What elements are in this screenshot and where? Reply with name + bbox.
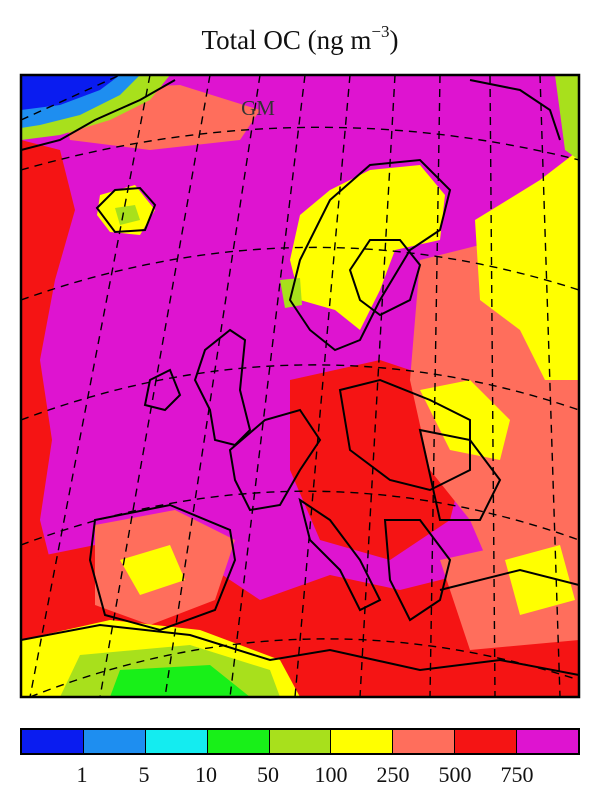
coastlines: [21, 79, 579, 676]
colorbar-bin: [517, 730, 579, 753]
field-russia-yellow: [475, 150, 579, 380]
graticule: [21, 75, 579, 697]
field-west-red: [21, 140, 75, 640]
title-exponent: −3: [371, 22, 390, 41]
title-text: Total OC (ng m: [201, 25, 372, 55]
colorbar-bin: [393, 730, 456, 753]
colorbar-bin: [83, 730, 146, 753]
concentration-field: [21, 75, 579, 697]
colorbar-bin: [145, 730, 208, 753]
colorbar-bin: [22, 730, 84, 753]
title-close: ): [389, 25, 399, 55]
colorbar-tick-label: 5: [138, 762, 150, 787]
colorbar-tick-label: 1: [76, 762, 88, 787]
colorbar-tick-label: 750: [500, 762, 534, 787]
colorbar-tick-label: 100: [314, 762, 348, 787]
map-label-gm: GM: [241, 96, 275, 120]
colorbar-tick-label: 250: [376, 762, 410, 787]
colorbar-tick-label: 10: [195, 762, 217, 787]
colorbar-tick-label: 50: [257, 762, 279, 787]
field-eastcentral-yellow: [420, 380, 510, 460]
field-africa-green: [110, 665, 250, 697]
field-greenland-blue: [21, 75, 120, 110]
field-iceland-olive: [115, 205, 140, 225]
colorbar: [20, 728, 580, 755]
map-frame: [19, 73, 581, 699]
colorbar-bin: [207, 730, 270, 753]
colorbar-tick-label: 500: [438, 762, 472, 787]
field-iberia-yellow: [120, 545, 185, 595]
colorbar-bin: [455, 730, 518, 753]
field-scandinavia-yellow: [290, 165, 445, 330]
colorbar-bin: [331, 730, 394, 753]
field-ne-olive: [555, 75, 579, 160]
map-title: Total OC (ng m−3): [0, 22, 600, 56]
colorbar-bin: [269, 730, 332, 753]
